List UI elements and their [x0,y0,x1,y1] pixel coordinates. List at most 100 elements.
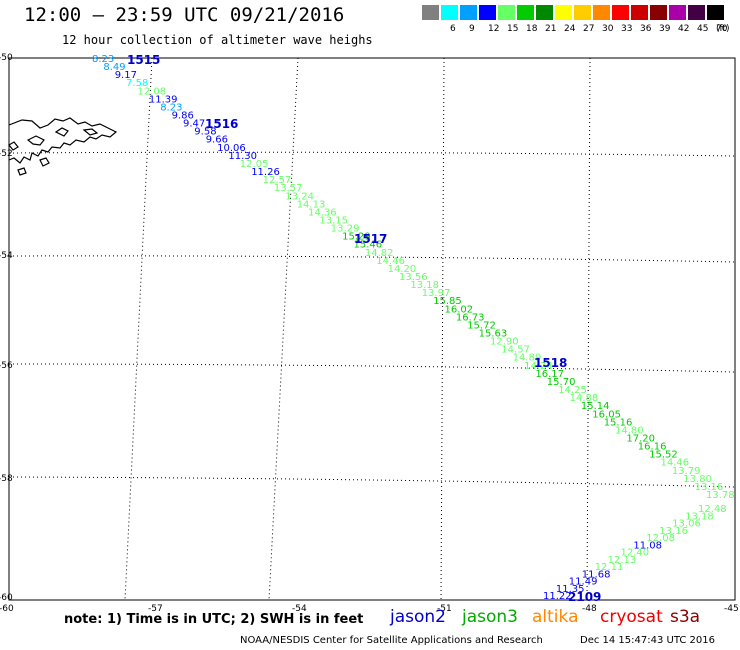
pass-number-label: 1517 [354,232,387,246]
wave-height-value: 13.78 [706,490,735,501]
wave-height-value: 16.73 [456,312,485,323]
wave-height-value: 15.70 [547,377,576,388]
wave-height-value: 13.24 [285,191,314,202]
pass-number-label: 1516 [205,117,238,131]
satellite-name-jason2: jason2 [390,607,446,627]
altimeter-tracks: 8.238.499.177.5812.0811.398.239.869.479.… [92,53,735,604]
wave-height-value: 16.05 [592,409,621,420]
wave-height-value: 11.26 [251,167,280,178]
wave-height-value: 12.13 [608,555,637,566]
legend-swatch [479,5,496,20]
wave-height-value: 16.02 [445,304,474,315]
wave-height-value: 9.58 [194,127,216,138]
wave-height-value: 13.16 [695,482,724,493]
wave-height-value: 13.57 [274,183,303,194]
legend-value-label: 70 [716,24,728,34]
legend-swatch [536,5,553,20]
longitude-label: -45 [724,604,739,614]
wave-height-value: 13.97 [422,288,451,299]
longitude-label: -54 [292,604,307,614]
wave-height-value: 14.46 [376,256,405,267]
wave-height-value: 15.29 [342,232,371,243]
latitude-label: -58 [0,474,13,484]
legend-value-label: 27 [583,24,595,34]
legend-value-label: 18 [526,24,538,34]
graticule [8,57,736,601]
axis-labels: -50 -52 -54 -56 -58 -60-60 -57 -54 -51 -48 -45 [0,53,739,614]
legend-swatch [422,5,439,20]
wave-height-value: 12.40 [621,548,650,559]
legend-swatch [498,5,515,20]
credit-text: NOAA/NESDIS Center for Satellite Applica… [240,635,543,646]
wave-height-value: 13.15 [319,216,348,227]
legend-value-label: 6 [450,24,456,34]
meridian-line [124,57,153,601]
meridian-line [586,57,591,601]
legend-swatch [650,5,667,20]
legend-value-label: 42 [678,24,690,34]
legend-value-label: 21 [545,24,557,34]
legend-swatch [612,5,629,20]
wave-height-value: 11.39 [149,94,178,105]
wave-height-value: 14.13 [297,199,326,210]
satellite-name-altika: altika [532,607,579,627]
wave-height-value: 15.16 [604,417,633,428]
wave-height-value: 14.20 [388,264,417,275]
legend-swatch [593,5,610,20]
legend-swatch [574,5,591,20]
wave-height-value: 14.80 [615,425,644,436]
latitude-label: -50 [0,53,13,63]
wave-height-value: 17.20 [626,434,655,445]
wave-height-value: 15.52 [649,450,678,461]
longitude-label: -57 [148,604,163,614]
wave-height-value: 12.05 [240,159,269,170]
wave-height-value: 9.66 [206,135,228,146]
wave-height-value: 11.22 [543,591,572,602]
map-title: 12:00 — 23:59 UTC 09/21/2016 [24,4,345,26]
legend-value-label: 39 [659,24,671,34]
parallel-line [8,151,736,157]
wave-height-value: 15.14 [581,401,610,412]
wave-height-value: 15.63 [479,329,508,340]
legend-value-label: 30 [602,24,614,34]
wave-height-value: 9.17 [115,70,137,81]
wave-height-value: 11.49 [569,577,598,588]
pass-number-label: 1515 [127,53,160,67]
wave-height-value: 10.06 [217,143,246,154]
wave-height-value: 11.35 [556,584,585,595]
legend-swatch [688,5,705,20]
wave-height-value: 14.89 [513,353,542,364]
wave-height-value: 9.86 [172,111,194,122]
legend-unit-label: (ft) [716,24,730,34]
wave-height-value: 16.16 [638,442,667,453]
wave-height-value: 12.57 [263,175,292,186]
wave-height-value: 14.24 [524,361,553,372]
legend-value-label: 33 [621,24,633,34]
wave-height-value: 14.82 [365,248,394,259]
legend-value-label: 9 [469,24,475,34]
timestamp-text: Dec 14 15:47:43 UTC 2016 [580,635,715,646]
latitude-label: -60 [0,593,13,603]
wave-height-value: 15.46 [354,240,383,251]
longitude-label: -51 [437,604,452,614]
wave-height-value: 12.11 [595,562,624,573]
legend-swatch [669,5,686,20]
latitude-label: -56 [0,361,13,371]
pass-number-label: 1518 [534,356,567,370]
satellite-name-s3a: s3a [670,607,701,627]
legend-value-label: 24 [564,24,576,34]
satellite-name-jason3: jason3 [462,607,518,627]
wave-height-value: 12.08 [646,533,675,544]
longitude-label: -48 [582,604,597,614]
wave-height-value: 12.48 [698,504,727,515]
legend-value-label: 36 [640,24,652,34]
wave-height-value: 14.46 [661,458,690,469]
wave-height-value: 13.56 [399,272,428,283]
latitude-label: -54 [0,251,13,261]
wave-height-value: 7.58 [126,78,148,89]
legend-swatch [631,5,648,20]
wave-height-value: 13.18 [410,280,439,291]
meridian-line [440,57,445,601]
wave-height-value: 8.23 [92,54,114,65]
